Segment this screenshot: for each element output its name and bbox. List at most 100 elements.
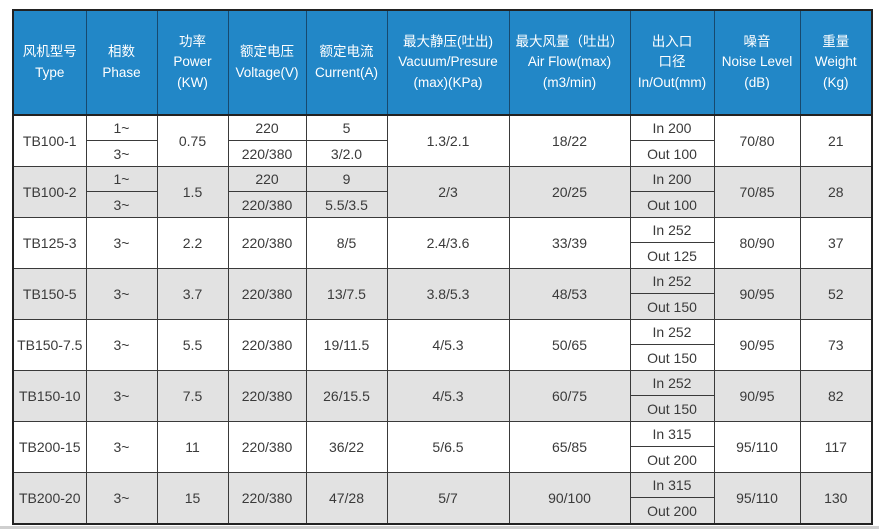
cell-vacuum: 2.4/3.6	[386, 217, 510, 269]
table-row: TB100-2 1~ 3~ 1.5 220 220/380 9 5.5/3.5 …	[12, 166, 873, 218]
header-line: Weight	[814, 54, 857, 70]
cell-power: 3.7	[156, 268, 229, 320]
cell-voltage: 220/380	[227, 472, 307, 525]
inout-out: Out 100	[647, 196, 697, 213]
cell-airflow: 20/25	[508, 166, 631, 218]
table-row: TB100-1 1~ 3~ 0.75 220 220/380 5 3/2.0 1…	[12, 114, 873, 167]
current-three: 3/2.0	[330, 145, 363, 162]
header-power: 功率 Power (KW)	[156, 9, 229, 116]
cell-inout: In 200 Out 100	[629, 166, 715, 218]
inout-out: Out 150	[647, 400, 697, 417]
cell-weight: 52	[799, 268, 873, 320]
cell-type: TB200-20	[12, 472, 87, 525]
header-line: (dB)	[744, 74, 770, 90]
inout-out: Out 125	[647, 247, 697, 264]
header-line: Air Flow(max)	[527, 54, 612, 70]
table-row: TB125-3 3~ 2.2 220/380 8/5 2.4/3.6 33/39…	[12, 217, 873, 269]
header-inout: 出入口 口径 In/Out(mm)	[629, 9, 715, 116]
cell-airflow: 48/53	[508, 268, 631, 320]
phase-single: 1~	[86, 116, 157, 141]
cell-phase: 3~	[85, 268, 158, 320]
cell-power: 2.2	[156, 217, 229, 269]
cell-type: TB150-10	[12, 370, 87, 422]
cell-current: 8/5	[305, 217, 388, 269]
header-line: 功率	[179, 34, 206, 50]
phase-three: 3~	[113, 196, 130, 213]
cell-airflow: 60/75	[508, 370, 631, 422]
cell-phase: 1~ 3~	[85, 114, 158, 167]
cell-vacuum: 3.8/5.3	[386, 268, 510, 320]
cell-phase: 3~	[85, 319, 158, 371]
header-line: Vacuum/Presure	[398, 54, 498, 70]
current-single: 9	[306, 167, 387, 192]
cell-current: 36/22	[305, 421, 388, 473]
header-line: 最大风量（吐出）	[515, 34, 624, 50]
table-row: TB150-10 3~ 7.5 220/380 26/15.5 4/5.3 60…	[12, 370, 873, 422]
cell-weight: 37	[799, 217, 873, 269]
cell-noise: 70/85	[713, 166, 801, 218]
cell-phase: 1~ 3~	[85, 166, 158, 218]
inout-out: Out 200	[647, 502, 697, 519]
cell-weight: 130	[799, 472, 873, 525]
header-line: In/Out(mm)	[637, 74, 707, 90]
current-three: 5.5/3.5	[325, 196, 368, 213]
cell-inout: In 252 Out 150	[629, 370, 715, 422]
cell-inout: In 315 Out 200	[629, 472, 715, 525]
header-line: (m3/min)	[542, 74, 597, 90]
cell-power: 7.5	[156, 370, 229, 422]
header-line: 风机型号	[22, 44, 77, 60]
cell-noise: 70/80	[713, 114, 801, 167]
cell-power: 0.75	[156, 114, 229, 167]
cell-inout: In 252 Out 150	[629, 268, 715, 320]
fan-spec-table: 风机型号 Type 相数 Phase 功率 Power (KW) 额定电压 Vo…	[12, 9, 873, 525]
voltage-three: 220/380	[241, 145, 293, 162]
table-row: TB150-7.5 3~ 5.5 220/380 19/11.5 4/5.3 5…	[12, 319, 873, 371]
cell-phase: 3~	[85, 370, 158, 422]
inout-in: In 200	[630, 116, 714, 141]
page-bottom-divider	[0, 526, 879, 529]
current-single: 5	[306, 116, 387, 141]
header-line: Phase	[102, 64, 141, 80]
header-line: 噪音	[743, 34, 771, 50]
cell-inout: In 315 Out 200	[629, 421, 715, 473]
cell-vacuum: 5/6.5	[386, 421, 510, 473]
cell-current: 9 5.5/3.5	[305, 166, 388, 218]
cell-type: TB150-5	[12, 268, 87, 320]
cell-power: 5.5	[156, 319, 229, 371]
inout-out: Out 100	[647, 145, 697, 162]
cell-type: TB100-1	[12, 114, 87, 167]
inout-in: In 252	[630, 320, 714, 345]
cell-noise: 95/110	[713, 421, 801, 473]
header-line: 额定电压	[240, 44, 294, 60]
cell-type: TB150-7.5	[12, 319, 87, 371]
cell-type: TB100-2	[12, 166, 87, 218]
cell-voltage: 220/380	[227, 370, 307, 422]
cell-phase: 3~	[85, 421, 158, 473]
cell-vacuum: 1.3/2.1	[386, 114, 510, 167]
header-line: (KW)	[177, 74, 208, 90]
cell-noise: 95/110	[713, 472, 801, 525]
cell-voltage: 220/380	[227, 268, 307, 320]
table-header-row: 风机型号 Type 相数 Phase 功率 Power (KW) 额定电压 Vo…	[12, 9, 873, 116]
header-line: 口径	[658, 54, 686, 70]
cell-weight: 28	[799, 166, 873, 218]
cell-power: 1.5	[156, 166, 229, 218]
inout-in: In 315	[630, 422, 714, 447]
header-airflow: 最大风量（吐出） Air Flow(max) (m3/min)	[508, 9, 631, 116]
cell-type: TB200-15	[12, 421, 87, 473]
cell-current: 19/11.5	[305, 319, 388, 371]
voltage-three: 220/380	[241, 196, 293, 213]
inout-in: In 315	[630, 473, 714, 498]
inout-in: In 252	[630, 269, 714, 294]
cell-noise: 90/95	[713, 319, 801, 371]
cell-inout: In 200 Out 100	[629, 114, 715, 167]
cell-vacuum: 4/5.3	[386, 370, 510, 422]
cell-noise: 80/90	[713, 217, 801, 269]
cell-weight: 117	[799, 421, 873, 473]
cell-vacuum: 2/3	[386, 166, 510, 218]
inout-in: In 200	[630, 167, 714, 192]
cell-airflow: 18/22	[508, 114, 631, 167]
inout-out: Out 200	[647, 451, 697, 468]
header-line: Type	[35, 64, 65, 80]
